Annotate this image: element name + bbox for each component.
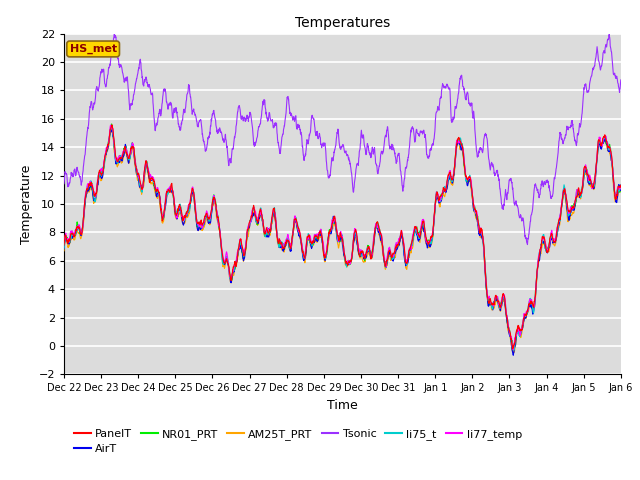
- Line: AM25T_PRT: AM25T_PRT: [64, 131, 621, 353]
- Tsonic: [584, 89, 591, 95]
- NR01_PRT: [60, 242, 68, 248]
- Tsonic: [617, 77, 625, 83]
- NR01_PRT: [504, 325, 512, 331]
- AirT: [108, 127, 115, 132]
- li75_t: [60, 245, 68, 251]
- li75_t: [504, 324, 512, 329]
- AirT: [371, 231, 379, 237]
- Line: li77_temp: li77_temp: [64, 125, 621, 349]
- li75_t: [371, 227, 379, 232]
- NR01_PRT: [584, 169, 591, 175]
- Line: AirT: AirT: [64, 130, 621, 355]
- AirT: [568, 206, 576, 212]
- li77_temp: [509, 347, 517, 352]
- PanelT: [371, 228, 379, 234]
- li77_temp: [371, 228, 379, 234]
- AM25T_PRT: [371, 233, 379, 239]
- PanelT: [216, 227, 223, 233]
- Tsonic: [111, 31, 118, 37]
- NR01_PRT: [617, 187, 625, 192]
- Tsonic: [359, 135, 367, 141]
- Line: li75_t: li75_t: [64, 126, 621, 350]
- li75_t: [107, 123, 115, 129]
- AM25T_PRT: [617, 189, 625, 194]
- AM25T_PRT: [568, 212, 576, 218]
- AM25T_PRT: [509, 350, 516, 356]
- AirT: [60, 246, 68, 252]
- li77_temp: [359, 249, 367, 255]
- Text: HS_met: HS_met: [70, 44, 116, 54]
- AirT: [617, 187, 625, 193]
- PanelT: [108, 122, 116, 128]
- Tsonic: [524, 242, 531, 248]
- PanelT: [504, 325, 512, 331]
- li77_temp: [504, 323, 512, 329]
- AirT: [504, 325, 512, 331]
- AM25T_PRT: [60, 248, 68, 253]
- AirT: [359, 250, 367, 256]
- PanelT: [584, 172, 591, 178]
- NR01_PRT: [108, 121, 116, 127]
- li75_t: [617, 181, 625, 187]
- PanelT: [60, 242, 68, 248]
- li75_t: [359, 250, 367, 256]
- li75_t: [568, 204, 576, 210]
- li77_temp: [617, 182, 625, 188]
- Legend: PanelT, AirT, NR01_PRT, AM25T_PRT, Tsonic, li75_t, li77_temp: PanelT, AirT, NR01_PRT, AM25T_PRT, Tsoni…: [70, 424, 527, 459]
- Tsonic: [371, 148, 379, 154]
- li75_t: [216, 225, 223, 231]
- Y-axis label: Temperature: Temperature: [20, 164, 33, 244]
- li77_temp: [584, 171, 591, 177]
- X-axis label: Time: Time: [327, 399, 358, 412]
- li75_t: [509, 347, 517, 353]
- Tsonic: [60, 181, 68, 187]
- PanelT: [568, 205, 576, 211]
- NR01_PRT: [216, 227, 223, 232]
- li77_temp: [216, 225, 223, 231]
- Tsonic: [504, 186, 512, 192]
- li77_temp: [107, 122, 115, 128]
- li75_t: [584, 170, 591, 176]
- PanelT: [617, 182, 625, 188]
- Line: NR01_PRT: NR01_PRT: [64, 124, 621, 349]
- Tsonic: [568, 120, 576, 125]
- NR01_PRT: [359, 250, 367, 256]
- AM25T_PRT: [216, 229, 223, 235]
- AM25T_PRT: [108, 128, 115, 133]
- NR01_PRT: [509, 346, 517, 352]
- PanelT: [509, 346, 516, 352]
- AM25T_PRT: [359, 258, 367, 264]
- AirT: [584, 175, 591, 181]
- Tsonic: [216, 125, 223, 131]
- Line: Tsonic: Tsonic: [64, 34, 621, 245]
- AirT: [509, 352, 517, 358]
- NR01_PRT: [371, 230, 379, 236]
- NR01_PRT: [568, 203, 576, 208]
- Line: PanelT: PanelT: [64, 125, 621, 349]
- AM25T_PRT: [584, 175, 591, 180]
- AM25T_PRT: [504, 329, 512, 335]
- AirT: [216, 225, 223, 231]
- li77_temp: [568, 206, 576, 212]
- PanelT: [359, 249, 367, 254]
- li77_temp: [60, 240, 68, 246]
- Title: Temperatures: Temperatures: [295, 16, 390, 30]
